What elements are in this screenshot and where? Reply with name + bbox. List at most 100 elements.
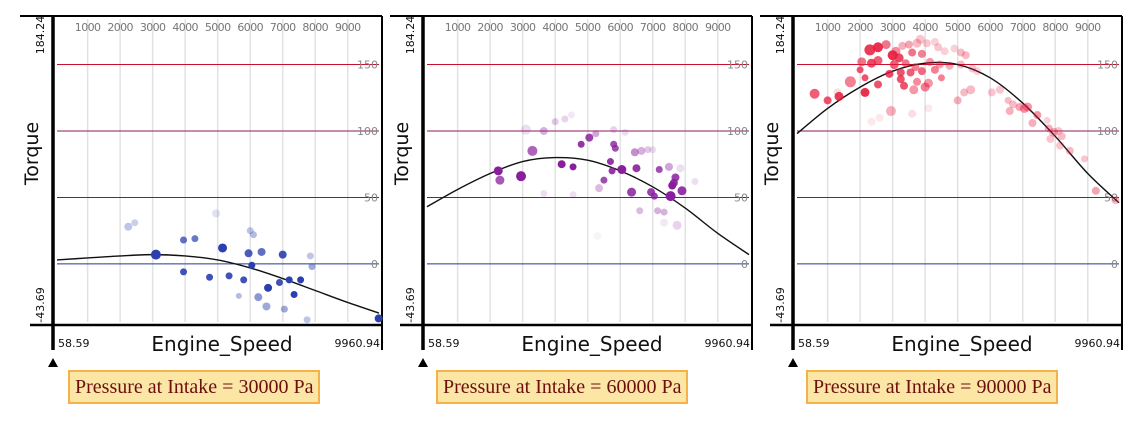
data-point [915, 34, 925, 44]
x-tick-label: 7000 [1010, 21, 1036, 34]
data-point [930, 37, 939, 46]
slider-marker-icon[interactable] [48, 358, 58, 367]
chart-caption: Pressure at Intake = 60000 Pa [436, 370, 689, 404]
data-point [1004, 96, 1012, 104]
data-point [966, 85, 976, 95]
data-point [218, 243, 228, 253]
x-tick-label: 6000 [977, 21, 1003, 34]
data-point [630, 148, 639, 157]
data-point [275, 279, 283, 287]
x-tick-label: 4000 [172, 21, 198, 34]
data-point [857, 57, 867, 67]
data-point [881, 40, 891, 50]
x-max-label: 9960.94 [335, 337, 381, 350]
scatter-plot: 1000 2000 3000 4000 5000 6000 7000 8000 90001501… [20, 15, 383, 367]
data-point [654, 207, 662, 215]
data-point [896, 75, 905, 84]
data-point [374, 314, 383, 323]
data-point [540, 189, 548, 197]
y-max-label: 184.24 [404, 16, 417, 55]
data-point [303, 316, 311, 324]
data-point [212, 209, 221, 218]
data-point [894, 53, 904, 63]
data-point [922, 39, 931, 48]
data-point [995, 85, 1004, 94]
data-point [968, 64, 977, 73]
data-point [1033, 111, 1042, 120]
data-point [1005, 107, 1014, 116]
x-tick-label: 2000 [477, 21, 503, 34]
data-point [632, 164, 641, 173]
data-point [901, 59, 910, 68]
y-min-label: -43.69 [404, 287, 417, 322]
data-point [636, 207, 644, 215]
data-point [920, 82, 930, 92]
data-point [206, 273, 214, 281]
x-tick-label: 1000 [815, 21, 841, 34]
data-point [861, 74, 869, 82]
slider-marker-icon[interactable] [418, 358, 428, 367]
data-point [610, 126, 618, 134]
data-point [180, 268, 188, 276]
x-tick-label: 5000 [205, 21, 231, 34]
data-point [904, 40, 913, 49]
x-tick-label: 9000 [335, 21, 361, 34]
data-point [592, 130, 600, 138]
data-point [909, 85, 919, 95]
data-point [886, 106, 897, 117]
x-tick-label: 7000 [640, 21, 666, 34]
data-point [585, 133, 594, 142]
x-tick-label: 6000 [237, 21, 263, 34]
x-tick-label: 1000 [75, 21, 101, 34]
data-point [577, 140, 585, 148]
data-point [864, 44, 876, 56]
data-point [131, 219, 139, 227]
data-point [248, 261, 256, 269]
data-point [244, 249, 253, 258]
data-point [1049, 127, 1059, 137]
y-tick-label: 0 [371, 258, 378, 271]
data-point [1054, 126, 1063, 135]
data-point [655, 166, 663, 174]
data-point [953, 96, 962, 105]
data-point [912, 38, 922, 48]
x-tick-label: 2000 [847, 21, 873, 34]
chart-caption: Pressure at Intake = 30000 Pa [68, 370, 321, 404]
y-tick-label: 50 [734, 191, 748, 204]
scatter-plot: 1000 2000 3000 4000 5000 6000 7000 8000 90001501… [760, 15, 1123, 367]
data-point [873, 56, 883, 66]
data-point [906, 68, 915, 77]
data-point [1044, 124, 1053, 133]
data-point [987, 88, 996, 97]
data-point [665, 191, 676, 202]
data-point [664, 162, 673, 171]
data-point [240, 276, 248, 284]
data-point [676, 164, 685, 173]
data-point [930, 65, 939, 74]
y-tick-label: 150 [727, 59, 748, 72]
data-point [235, 292, 242, 299]
data-point [917, 67, 926, 76]
data-point [1065, 146, 1074, 155]
data-point [567, 111, 575, 119]
slider-marker-icon[interactable] [788, 358, 798, 367]
data-point [527, 145, 538, 156]
data-point [306, 252, 314, 260]
x-tick-label: 8000 [1042, 21, 1068, 34]
y-axis-title: Torque [21, 122, 43, 186]
x-tick-label: 4000 [542, 21, 568, 34]
x-tick-label: 8000 [672, 21, 698, 34]
data-point [1111, 196, 1120, 205]
data-point [285, 276, 293, 284]
chart-panel-90000: 1000 2000 3000 4000 5000 6000 7000 8000 9000 150 1… [740, 0, 1123, 423]
y-axis-title: Torque [391, 122, 413, 186]
data-point [911, 63, 920, 72]
y-tick-label: 150 [357, 59, 378, 72]
data-point [569, 163, 577, 171]
data-point [493, 166, 503, 176]
y-min-label: -43.69 [34, 287, 47, 322]
data-point [926, 57, 935, 66]
data-point [913, 77, 922, 86]
data-point [1046, 134, 1055, 143]
data-point [257, 247, 266, 256]
